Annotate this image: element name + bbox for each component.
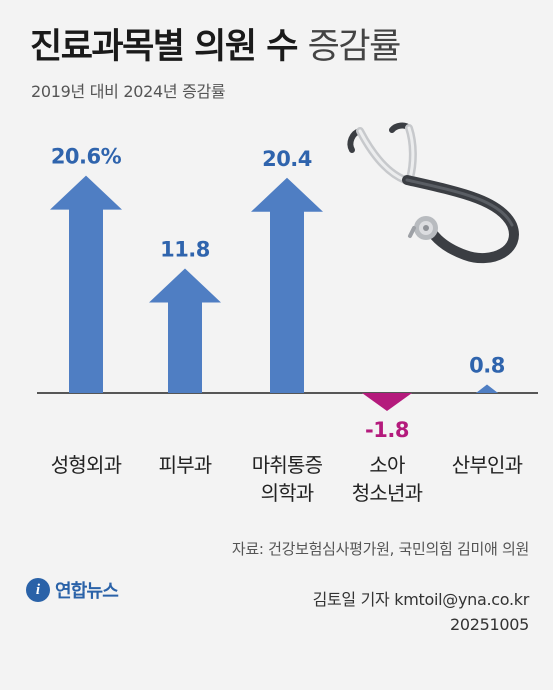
yonhap-logo: i 연합뉴스 <box>26 577 119 603</box>
data-label: -1.8 <box>365 418 409 442</box>
bar-chart: 20.6% 성형외과 11.8 피부과 20.4 마취통증 의학과 -1.8 소아 청소년과 0.8… <box>37 122 538 505</box>
data-label: 20.4 <box>262 147 312 171</box>
category-label: 산부인과 <box>452 453 523 477</box>
data-label: 20.6% <box>51 145 122 169</box>
stethoscope-icon <box>347 122 519 264</box>
title-light: 증감률 <box>307 27 402 67</box>
bar-arrow <box>50 175 122 393</box>
reporter-credit: 김토일 기자 kmtoil@yna.co.kr <box>312 590 530 609</box>
bar-arrow <box>251 177 323 393</box>
bar-arrow <box>476 384 498 393</box>
publish-date: 20251005 <box>449 615 529 634</box>
credit-block: 김토일 기자 kmtoil@yna.co.kr 20251005 <box>312 587 530 637</box>
logo-text: 연합뉴스 <box>55 581 119 602</box>
data-label: 0.8 <box>469 354 505 378</box>
bar-arrow <box>149 268 221 393</box>
title-bold: 진료과목별 의원 수 <box>30 27 298 67</box>
source-note: 자료: 건강보험심사평가원, 국민의힘 김미애 의원 <box>231 540 529 558</box>
category-label: 소아 청소년과 <box>352 453 423 505</box>
subtitle: 2019년 대비 2024년 증감률 <box>31 82 226 101</box>
data-label: 11.8 <box>160 238 210 262</box>
category-label: 성형외과 <box>51 453 122 477</box>
page-title: 진료과목별 의원 수 증감률 <box>30 18 402 69</box>
category-label: 피부과 <box>159 453 212 477</box>
logo-mark: i <box>26 578 50 602</box>
bar-arrow <box>362 393 412 411</box>
category-label: 마취통증 의학과 <box>252 453 323 505</box>
